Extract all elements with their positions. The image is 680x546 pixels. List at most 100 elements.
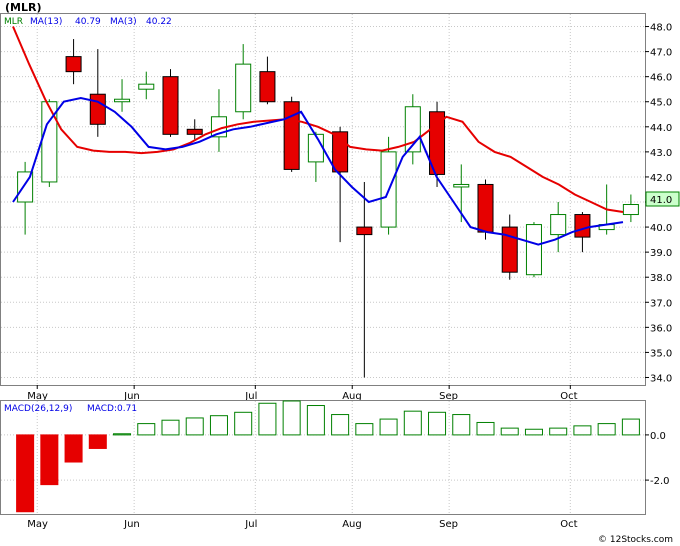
macd-bar [234,411,253,436]
macd-y-axis: 0.0 -2.0 [645,431,670,487]
candle [138,71,155,100]
macd-bar [161,419,180,436]
macd-bar [209,415,228,436]
candle-body [259,71,276,103]
macd-bar [452,414,471,436]
candle [501,214,518,280]
candle-body [356,226,373,236]
candle [65,39,82,85]
candle-body [235,63,252,113]
macd-bar [306,405,325,436]
macd-bar [88,434,107,449]
macd-bar [40,434,59,486]
macd-x-tick-label: Sep [439,519,458,530]
macd-x-tick-label: Jul [244,519,257,530]
macd-bar [476,421,495,436]
macd-bar [137,423,156,436]
macd-bars [16,400,640,513]
candle [235,44,252,120]
price-y-tick-label: 37.0 [650,298,672,309]
candle [114,79,131,112]
last-price-label: 41.0 [650,195,672,206]
price-y-tick-label: 34.0 [650,373,672,384]
chart-title: (MLR) [5,1,41,14]
macd-bar [331,414,350,436]
price-legend: MLR MA(13) 40.79 MA(3) 40.22 [4,17,172,27]
macd-bar [403,410,422,436]
candle-body [65,56,82,73]
macd-x-tick-label: May [27,519,48,530]
price-y-tick-label: 38.0 [650,273,672,284]
macd-x-tick-label: Jun [123,519,140,530]
price-x-tick-label: Oct [560,391,577,402]
candle-body [186,128,203,135]
macd-bar [282,400,301,436]
candlesticks [17,39,639,378]
candle [380,136,397,235]
price-y-tick-label: 39.0 [650,248,672,259]
candle-body [89,93,106,125]
ma3-line [12,96,624,246]
price-x-tick-label: Jun [123,391,140,402]
macd-y-tick-label: 0.0 [650,431,666,442]
price-x-tick-label: Jul [244,391,257,402]
candle [429,101,446,187]
macd-panel-frame [0,400,646,515]
macd-value: MACD:0.71 [87,404,137,414]
macd-bar [428,411,447,436]
legend-ma3-label: MA(3) [110,17,137,27]
macd-bar [16,434,35,513]
price-y-tick-label: 47.0 [650,48,672,59]
price-y-tick-label: 35.0 [650,348,672,359]
candle-body [477,183,494,233]
candle [525,222,542,278]
price-x-tick-label: Aug [342,391,362,402]
macd-x-axis: May Jun Jul Aug Sep Oct [27,519,577,530]
candle-body [307,133,324,163]
legend-ma3-value: 40.22 [146,17,172,27]
macd-bar [524,428,543,436]
candle [41,99,58,187]
price-x-axis: May Jun Jul Aug Sep Oct [27,385,578,402]
macd-x-tick-label: Aug [342,519,362,530]
candle [162,69,179,137]
macd-bar [64,434,83,463]
legend-ma13-value: 40.79 [75,17,101,27]
ma13-line [12,26,624,213]
candle-body [525,224,542,276]
candle-body [114,98,131,103]
candle [259,56,276,105]
macd-bar [185,417,204,436]
macd-bar [355,423,374,436]
candle-body [138,83,155,90]
price-y-tick-label: 45.0 [650,98,672,109]
price-x-tick-label: May [27,391,48,402]
price-y-tick-label: 42.0 [650,173,672,184]
macd-x-tick-label: Oct [560,519,577,530]
candle-body [574,214,591,238]
candle [186,119,203,140]
macd-bar [597,423,616,436]
candle-body [283,101,300,170]
candle [283,96,300,172]
watermark: © 12Stocks.com [598,535,673,545]
price-y-tick-label: 44.0 [650,123,672,134]
macd-y-tick-label: -2.0 [650,476,670,487]
macd-bar [573,425,592,436]
candle-body [453,183,470,188]
candle [550,202,567,253]
legend-ma13-label: MA(13) [30,17,62,27]
price-y-tick-label: 36.0 [650,323,672,334]
price-y-tick-label: 46.0 [650,73,672,84]
legend-mlr: MLR [4,17,23,27]
macd-bar [113,433,132,436]
price-y-tick-label: 48.0 [650,23,672,34]
candle [356,181,373,378]
candle [574,212,591,253]
candle-body [501,226,518,273]
macd-title: MACD(26,12,9) [4,404,72,414]
price-x-tick-label: Sep [439,391,458,402]
macd-bar [379,418,398,436]
candle [622,194,639,223]
